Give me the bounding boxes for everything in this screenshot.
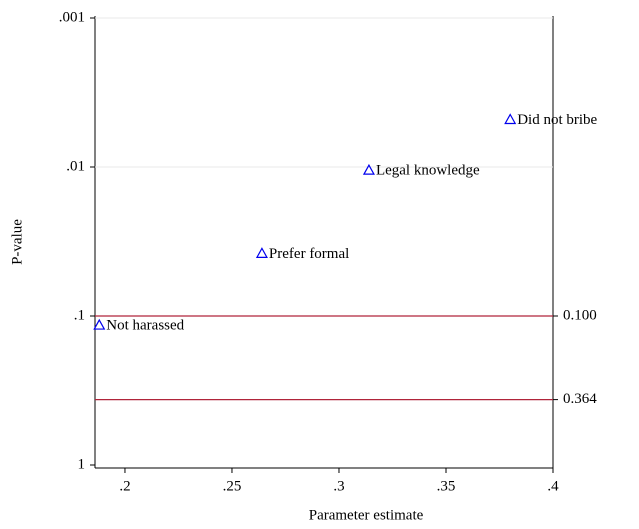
y-axis-label: P-value (9, 219, 25, 265)
x-tick-label: .4 (547, 478, 559, 494)
y-tick-label: .01 (66, 158, 85, 174)
y-tick-label: .1 (74, 307, 85, 323)
point-label: Not harassed (106, 317, 184, 333)
x-tick-label: .35 (437, 478, 456, 494)
point-label: Prefer formal (269, 246, 349, 262)
x-tick-label: .25 (223, 478, 242, 494)
x-axis-label: Parameter estimate (309, 507, 424, 523)
y2-tick-label: 0.100 (563, 307, 597, 323)
x-tick-label: .3 (333, 478, 344, 494)
y-tick-label: .001 (59, 9, 85, 25)
point (93, 318, 106, 330)
x-tick-label: .2 (119, 478, 130, 494)
point (504, 113, 517, 125)
point-label: Legal knowledge (376, 163, 480, 179)
y-tick-label: 1 (78, 456, 86, 472)
point (255, 247, 268, 258)
point (362, 163, 375, 175)
point-label: Did not bribe (517, 112, 597, 128)
y2-tick-label: 0.364 (563, 391, 597, 407)
